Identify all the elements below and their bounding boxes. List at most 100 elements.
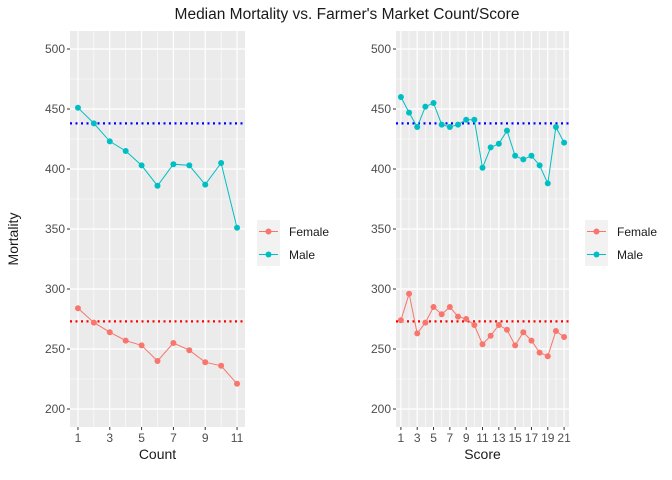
male-data-point: [234, 224, 241, 231]
female-data-point: [455, 313, 462, 320]
male-data-point: [186, 162, 193, 169]
male-data-point: [479, 164, 486, 171]
female-data-point: [74, 305, 81, 312]
male-data-point: [90, 120, 97, 127]
female-data-point: [471, 322, 478, 328]
y-axis-title: Mortality: [5, 213, 21, 266]
female-data-point: [552, 328, 559, 334]
x-tick-label: 7: [170, 431, 177, 445]
x-axis-title: Count: [139, 446, 176, 462]
male-data-point: [406, 109, 413, 116]
male-data-point: [528, 152, 535, 159]
male-data-point: [202, 181, 209, 188]
x-tick-label: 19: [541, 431, 555, 445]
y-tick-label: 200: [45, 402, 65, 416]
female-data-point: [218, 362, 225, 369]
y-tick-label: 350: [371, 222, 391, 236]
y-tick-label: 500: [45, 42, 65, 56]
male-data-point: [512, 152, 519, 159]
legend-point-female: [265, 228, 272, 235]
female-data-point: [479, 341, 486, 348]
male-data-point: [455, 121, 462, 128]
female-data-point: [487, 332, 494, 339]
x-tick-label: 3: [414, 431, 421, 445]
legend-point-male: [265, 251, 272, 258]
male-data-point: [138, 162, 145, 169]
female-data-point: [438, 311, 445, 318]
female-data-point: [512, 342, 519, 349]
female-data-point: [430, 304, 437, 310]
x-tick-label: 21: [557, 431, 571, 445]
female-data-point: [397, 317, 404, 324]
y-tick-label: 400: [371, 162, 391, 176]
legend-point-female: [593, 228, 600, 235]
male-data-point: [503, 127, 510, 134]
y-tick-label: 350: [45, 222, 65, 236]
male-data-point: [495, 140, 502, 147]
legend: Female Male: [585, 220, 657, 266]
x-tick-label: 13: [492, 431, 506, 445]
legend-point-male: [593, 251, 600, 258]
y-tick-label: 300: [371, 282, 391, 296]
female-data-point: [154, 358, 161, 364]
male-data-point: [552, 124, 559, 130]
y-tick-label: 250: [45, 342, 65, 356]
male-data-point: [463, 116, 470, 123]
y-tick-label: 500: [371, 42, 391, 56]
male-data-point: [422, 103, 429, 110]
legend: Female Male: [257, 220, 329, 266]
male-data-point: [397, 94, 404, 100]
y-tick-label: 300: [45, 282, 65, 296]
female-data-point: [544, 353, 551, 360]
legend-label-female: Female: [289, 225, 329, 239]
legend-label-female: Female: [617, 225, 657, 239]
female-data-point: [495, 322, 502, 328]
female-data-point: [406, 290, 413, 297]
female-data-point: [422, 319, 429, 326]
x-tick-label: 11: [476, 431, 489, 445]
male-data-point: [561, 139, 568, 146]
female-data-point: [122, 337, 129, 344]
x-tick-label: 11: [231, 431, 244, 445]
female-data-point: [414, 330, 421, 337]
male-data-point: [414, 124, 421, 130]
x-tick-label: 15: [508, 431, 522, 445]
female-data-point: [520, 329, 527, 336]
x-tick-label: 7: [447, 431, 454, 445]
female-data-point: [90, 319, 97, 326]
male-data-point: [170, 161, 177, 168]
male-data-point: [446, 124, 453, 130]
female-data-point: [170, 340, 177, 346]
female-data-point: [202, 359, 209, 366]
x-tick-label: 5: [138, 431, 145, 445]
male-data-point: [430, 100, 437, 106]
male-data-point: [544, 180, 551, 187]
x-tick-label: 9: [463, 431, 470, 445]
male-data-point: [218, 160, 225, 166]
male-data-point: [536, 162, 543, 169]
y-tick-label: 250: [371, 342, 391, 356]
female-data-point: [138, 342, 145, 349]
female-data-point: [106, 329, 113, 336]
x-tick-label: 5: [430, 431, 437, 445]
x-tick-label: 1: [398, 431, 405, 445]
male-data-point: [487, 144, 494, 151]
y-tick-label: 400: [45, 162, 65, 176]
female-data-point: [446, 304, 453, 310]
legend-label-male: Male: [289, 248, 315, 262]
female-data-point: [561, 334, 568, 340]
y-tick-label: 450: [371, 102, 391, 116]
male-data-point: [154, 182, 161, 189]
chart-title: Median Mortality vs. Farmer's Market Cou…: [175, 6, 520, 23]
x-tick-label: 9: [202, 431, 209, 445]
x-tick-label: 17: [525, 431, 539, 445]
x-tick-label: 3: [106, 431, 113, 445]
male-data-point: [74, 104, 81, 111]
female-data-point: [186, 347, 193, 354]
male-data-point: [106, 138, 113, 145]
female-data-point: [503, 326, 510, 333]
female-data-point: [463, 316, 470, 322]
legend-label-male: Male: [617, 248, 643, 262]
